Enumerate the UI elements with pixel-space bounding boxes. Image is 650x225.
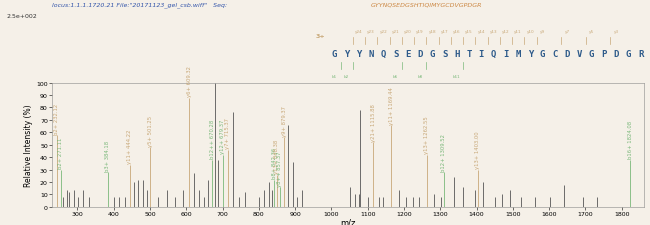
Text: R: R (638, 50, 644, 58)
Text: y13: y13 (490, 29, 497, 34)
Text: G: G (626, 50, 631, 58)
Text: b3+ 384.18: b3+ 384.18 (105, 140, 110, 171)
Text: y19: y19 (416, 29, 424, 34)
Text: b11: b11 (453, 74, 461, 79)
Text: Q: Q (491, 50, 497, 58)
Y-axis label: Relative Intensity (%): Relative Intensity (%) (25, 104, 33, 186)
Text: y16: y16 (453, 29, 461, 34)
Text: y18: y18 (428, 29, 436, 34)
Text: y3: y3 (614, 29, 619, 34)
Text: G: G (430, 50, 435, 58)
Text: N: N (369, 50, 374, 58)
Text: T: T (467, 50, 472, 58)
Text: y9+ 879.37: y9+ 879.37 (281, 106, 287, 136)
Text: H: H (454, 50, 460, 58)
Text: y13+ 1403.00: y13+ 1403.00 (475, 131, 480, 169)
Text: locus:1.1.1.1720.21 File:"20171123_gel_csb.wiff"   Seq:: locus:1.1.1.1720.21 File:"20171123_gel_c… (52, 2, 229, 8)
Text: y11+ 444.22: y11+ 444.22 (127, 129, 132, 164)
Text: b8+ 842.36: b8+ 842.36 (272, 147, 277, 179)
Text: I: I (503, 50, 508, 58)
Text: y13+ 1262.55: y13+ 1262.55 (424, 116, 430, 154)
Text: y6+ 609.32: y6+ 609.32 (187, 66, 192, 97)
Text: b6: b6 (393, 74, 398, 79)
Text: y10: y10 (526, 29, 534, 34)
Text: D: D (417, 50, 422, 58)
Text: G: G (589, 50, 594, 58)
Text: b16+ 1824.08: b16+ 1824.08 (628, 121, 633, 159)
Text: y9: y9 (540, 29, 545, 34)
Text: S: S (393, 50, 398, 58)
Text: b12++ 670.28: b12++ 670.28 (209, 120, 215, 159)
Text: y5+ 501.25: y5+ 501.25 (148, 115, 153, 146)
Text: b1: b1 (332, 74, 337, 79)
Text: y7+ 715.37: y7+ 715.37 (226, 118, 231, 149)
Text: 2.5e+002: 2.5e+002 (6, 14, 37, 18)
Text: y5: y5 (589, 29, 594, 34)
Text: G: G (540, 50, 545, 58)
Text: b2+ 271.11: b2+ 271.11 (58, 137, 63, 169)
Text: E: E (405, 50, 411, 58)
Text: b2+ 232.12: b2+ 232.12 (54, 103, 59, 134)
Text: Y: Y (528, 50, 533, 58)
Text: y23: y23 (367, 29, 375, 34)
Text: y14: y14 (478, 29, 485, 34)
Text: V: V (577, 50, 582, 58)
Text: I: I (478, 50, 484, 58)
Text: y24: y24 (355, 29, 363, 34)
Text: y21+ 1115.88: y21+ 1115.88 (370, 104, 376, 141)
Text: b12+ 1309.52: b12+ 1309.52 (441, 133, 446, 171)
Text: y17: y17 (441, 29, 448, 34)
Text: S: S (442, 50, 447, 58)
Text: y8++ 857.37: y8++ 857.37 (278, 151, 282, 186)
Text: y21: y21 (392, 29, 400, 34)
Text: y11+ 1169.44: y11+ 1169.44 (389, 86, 394, 124)
Text: b8: b8 (417, 74, 422, 79)
Text: y20: y20 (404, 29, 411, 34)
Text: y11: y11 (514, 29, 522, 34)
Text: D: D (614, 50, 619, 58)
Text: y12: y12 (502, 29, 510, 34)
Text: C: C (552, 50, 558, 58)
Text: D: D (564, 50, 570, 58)
Text: P: P (601, 50, 606, 58)
Text: G: G (332, 50, 337, 58)
Text: b2: b2 (344, 74, 349, 79)
Text: 3+: 3+ (315, 34, 325, 38)
Text: y15: y15 (465, 29, 473, 34)
Text: y7: y7 (565, 29, 569, 34)
Text: y13+ 848.38: y13+ 848.38 (274, 140, 279, 174)
Text: Y: Y (344, 50, 349, 58)
Text: Q: Q (381, 50, 386, 58)
X-axis label: m/z: m/z (340, 218, 356, 225)
Text: GYYNQSEDGSHTIQIMYGCDVGPDGR: GYYNQSEDGSHTIQIMYGCDVGPDGR (370, 2, 482, 7)
Text: y12+ 679.37: y12+ 679.37 (220, 119, 225, 154)
Text: Y: Y (356, 50, 361, 58)
Text: y22: y22 (380, 29, 387, 34)
Text: M: M (515, 50, 521, 58)
